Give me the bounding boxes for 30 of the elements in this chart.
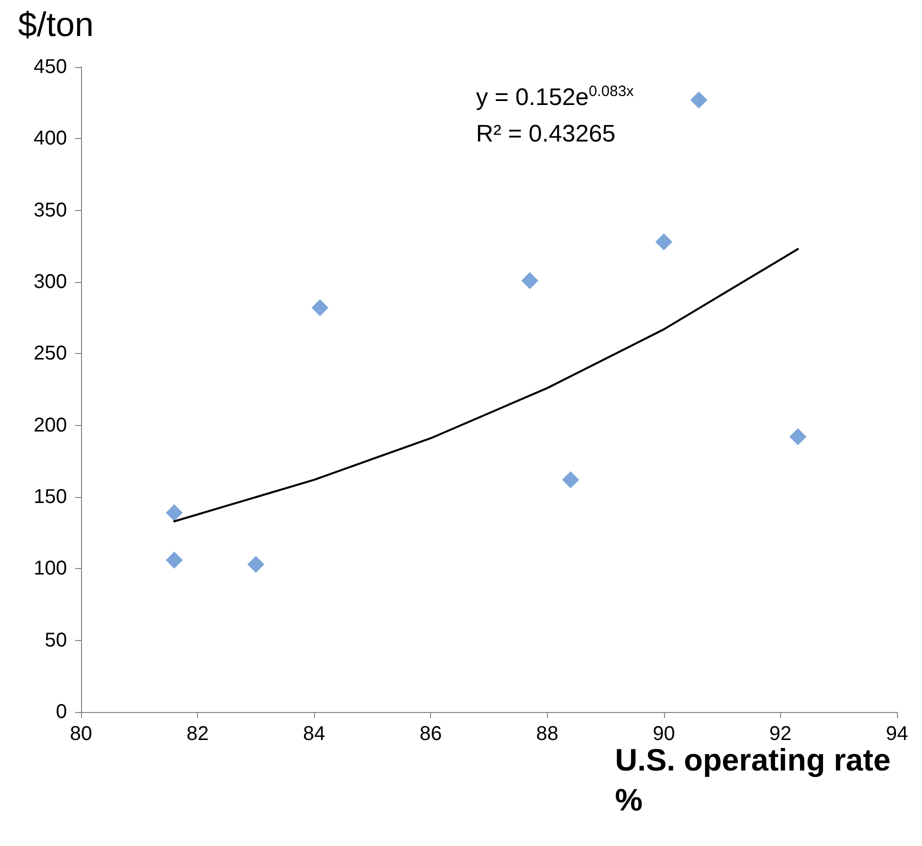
y-tick-label: 100	[34, 558, 67, 580]
x-tick-label: 82	[186, 723, 209, 745]
y-tick-label: 50	[44, 629, 67, 652]
point	[789, 428, 806, 446]
y-tick-label: 350	[34, 199, 67, 222]
point	[690, 91, 708, 108]
point	[655, 233, 672, 250]
x-tick-label: 86	[420, 723, 442, 745]
x-tick-label: 88	[536, 723, 558, 745]
y-tick-label: 0	[56, 701, 67, 723]
x-tick-label: 84	[303, 723, 326, 745]
y-tick-label: 200	[34, 414, 67, 436]
point	[166, 504, 183, 522]
y-tick-label: 150	[34, 486, 67, 508]
annotation: R² = 0.43265	[476, 120, 616, 148]
point	[166, 552, 183, 569]
y-tick-label: 450	[34, 56, 67, 78]
x-tick-label: 92	[769, 723, 792, 745]
y-axis-title: $/ton	[18, 6, 94, 44]
point	[562, 471, 580, 488]
x-tick-label: 94	[886, 723, 908, 745]
x-tick-label: 80	[70, 723, 92, 745]
point	[247, 556, 264, 573]
x-axis-title: U.S. operating rate %	[615, 742, 900, 818]
point	[521, 272, 538, 290]
y-tick-label: 250	[34, 342, 67, 365]
y-tick-label: 300	[34, 271, 67, 293]
x-tick-label: 90	[652, 723, 675, 745]
y-tick-label: 400	[34, 128, 67, 150]
point	[311, 299, 328, 316]
